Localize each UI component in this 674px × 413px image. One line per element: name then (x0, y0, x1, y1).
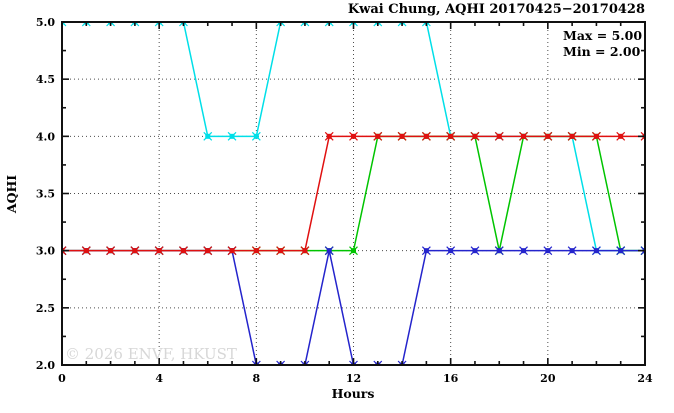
plot-frame (61, 21, 646, 366)
green-series-line (62, 135, 645, 252)
series-lines (62, 22, 645, 365)
grid-lines (62, 22, 645, 365)
data-point-marker (569, 248, 575, 254)
data-point-marker (448, 133, 454, 139)
data-point-marker (545, 248, 551, 254)
data-point-marker (472, 133, 478, 139)
data-point-marker (81, 22, 91, 27)
data-point-marker (132, 248, 138, 254)
y-tick-label: 2.5 (36, 302, 55, 315)
data-point-marker (423, 133, 429, 139)
data-point-marker (351, 248, 356, 254)
data-point-marker (154, 22, 164, 27)
data-point-marker (205, 133, 211, 139)
data-point-marker (496, 248, 502, 254)
data-point-marker (83, 248, 89, 254)
data-point-marker (229, 133, 235, 139)
data-point-marker (640, 246, 645, 256)
x-tick-label: 8 (253, 372, 261, 385)
data-point-marker (302, 248, 308, 254)
data-point-marker (397, 22, 407, 27)
data-point-marker (521, 248, 527, 254)
x-tick-label: 0 (58, 372, 66, 385)
series-red-series (62, 131, 645, 256)
data-point-marker (373, 22, 383, 27)
data-point-marker (324, 22, 334, 27)
data-point-marker (326, 133, 332, 139)
legend-min-value: Min = 2.00 (563, 44, 641, 59)
data-point-marker (156, 248, 162, 254)
data-point-marker (349, 22, 358, 27)
x-tick-label: 12 (346, 372, 361, 385)
data-point-marker (253, 133, 259, 139)
data-point-marker (326, 248, 332, 254)
data-point-marker (251, 360, 261, 365)
x-axis-label: Hours (332, 386, 375, 401)
data-point-marker (375, 133, 381, 139)
y-tick-label: 4.0 (36, 130, 55, 143)
data-point-marker (397, 360, 407, 365)
data-point-marker (278, 248, 284, 254)
data-point-marker (300, 22, 310, 27)
data-point-marker (108, 248, 114, 254)
y-tick-label: 3.0 (36, 245, 55, 258)
y-tick-label: 5.0 (36, 16, 55, 29)
x-tick-label: 20 (540, 372, 556, 385)
data-point-marker (448, 248, 454, 254)
data-point-marker (618, 133, 624, 139)
data-point-marker (276, 360, 286, 365)
legend-max-value: Max = 5.00 (563, 28, 642, 43)
data-point-marker (62, 22, 67, 27)
y-tick-label: 2.0 (36, 359, 55, 372)
y-tick-label: 4.5 (36, 73, 55, 86)
data-point-marker (300, 360, 310, 365)
data-point-marker (496, 133, 502, 139)
data-point-marker (472, 248, 478, 254)
data-point-marker (640, 131, 645, 141)
data-point-marker (349, 360, 358, 365)
axis-ticks (61, 21, 646, 366)
data-point-marker (130, 22, 140, 27)
x-tick-label: 24 (637, 372, 653, 385)
chart-title: Kwai Chung, AQHI 20170425−20170428 (348, 2, 645, 17)
data-point-marker (229, 248, 235, 254)
data-point-marker (276, 22, 286, 27)
data-point-marker (253, 248, 259, 254)
data-point-marker (593, 248, 599, 254)
data-point-marker (351, 133, 356, 139)
data-point-marker (205, 248, 211, 254)
data-point-marker (373, 360, 383, 365)
data-point-marker (179, 22, 188, 27)
x-tick-label: 4 (155, 372, 163, 385)
y-axis-label: AQHI (4, 175, 19, 214)
data-point-marker (62, 22, 65, 25)
data-point-marker (569, 133, 575, 139)
y-tick-label: 3.5 (36, 188, 55, 201)
watermark: © 2026 ENVF, HKUST (65, 345, 237, 363)
data-point-marker (593, 133, 599, 139)
data-point-marker (180, 248, 186, 254)
data-point-marker (421, 22, 431, 27)
data-point-marker (423, 248, 429, 254)
x-tick-label: 16 (443, 372, 459, 385)
tick-labels: 0 4 8 12 16 20 24 2.0 2.5 3.0 3.5 4.0 4.5 5.0 (36, 16, 653, 385)
data-point-marker (618, 248, 624, 254)
data-point-marker (106, 22, 116, 27)
data-point-marker (399, 133, 405, 139)
data-point-marker (521, 133, 527, 139)
red-series-line (62, 135, 645, 252)
data-point-marker (62, 246, 67, 256)
data-point-marker (545, 133, 551, 139)
